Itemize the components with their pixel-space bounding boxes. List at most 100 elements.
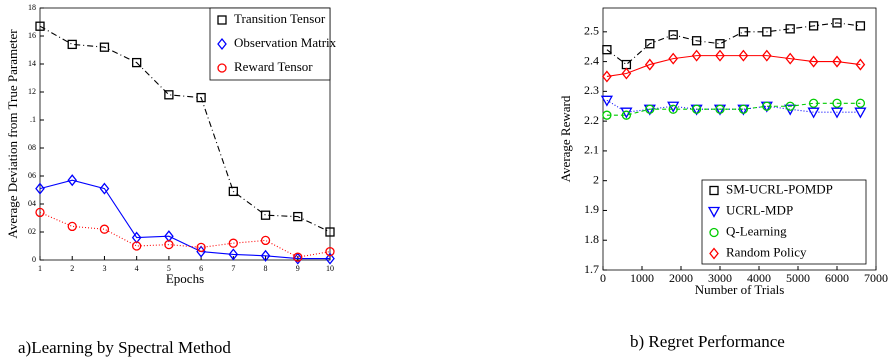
data-point bbox=[668, 30, 678, 40]
data-point bbox=[260, 249, 271, 262]
data-point bbox=[832, 55, 842, 68]
legend-marker bbox=[217, 15, 227, 25]
x-tick-label: 3 bbox=[102, 264, 106, 273]
data-point bbox=[35, 207, 45, 218]
x-tick-label: 10 bbox=[326, 264, 334, 273]
x-tick-label: 6000 bbox=[825, 271, 849, 285]
y-tick-label: 2.2 bbox=[584, 113, 599, 127]
data-point bbox=[855, 98, 866, 108]
data-point bbox=[808, 98, 819, 108]
legend-label: UCRL-MDP bbox=[726, 202, 793, 217]
data-point bbox=[260, 210, 271, 220]
data-point bbox=[668, 104, 678, 114]
data-point bbox=[292, 252, 303, 265]
legend-box bbox=[209, 7, 331, 81]
data-point bbox=[808, 21, 819, 31]
plot-frame bbox=[602, 7, 877, 271]
data-point bbox=[761, 49, 772, 62]
legend-label: Reward Tensor bbox=[234, 59, 313, 74]
data-point bbox=[738, 49, 749, 62]
data-point bbox=[228, 248, 239, 261]
data-point bbox=[645, 104, 655, 114]
data-point bbox=[668, 52, 679, 65]
data-point bbox=[691, 49, 702, 62]
y-tick-label: 2.4 bbox=[584, 53, 599, 67]
y-tick-label: 2.5 bbox=[584, 24, 599, 38]
data-point bbox=[99, 224, 110, 234]
y-tick-label: 06 bbox=[28, 171, 36, 180]
data-point bbox=[832, 18, 842, 28]
y-tick-label: .1 bbox=[30, 115, 36, 124]
data-point bbox=[620, 107, 633, 119]
data-point bbox=[715, 49, 725, 62]
data-point bbox=[621, 67, 632, 80]
data-point bbox=[67, 174, 78, 187]
data-point bbox=[325, 246, 335, 257]
data-point bbox=[293, 211, 303, 222]
x-tick-label: 9 bbox=[296, 264, 300, 273]
data-point bbox=[691, 36, 702, 46]
data-point bbox=[293, 252, 303, 262]
data-point bbox=[132, 57, 142, 68]
legend-marker bbox=[709, 185, 719, 196]
data-point bbox=[67, 39, 77, 50]
plot-frame bbox=[39, 7, 331, 261]
data-point bbox=[99, 42, 110, 52]
data-point bbox=[99, 182, 110, 195]
y-tick-label: 16 bbox=[28, 31, 36, 40]
x-tick-label: 7000 bbox=[864, 271, 888, 285]
x-tick-label: 0 bbox=[600, 271, 606, 285]
x-tick-label: 3000 bbox=[708, 271, 732, 285]
data-point bbox=[785, 101, 795, 111]
legend-marker bbox=[709, 247, 719, 260]
x-tick-label: 6 bbox=[199, 264, 203, 273]
y-tick-label: 04 bbox=[28, 199, 36, 208]
data-point bbox=[830, 107, 844, 119]
y-tick-label: 1.7 bbox=[584, 262, 599, 276]
data-point bbox=[715, 39, 725, 49]
series-line bbox=[39, 179, 330, 260]
data-point bbox=[260, 235, 271, 246]
legend-label: Q-Learning bbox=[726, 223, 787, 238]
series-line bbox=[606, 55, 861, 78]
legend-label: Observation Matrix bbox=[234, 35, 337, 50]
y-tick-label: 1.8 bbox=[584, 232, 599, 246]
data-point bbox=[808, 55, 819, 68]
x-tick-label: 2000 bbox=[669, 271, 693, 285]
data-point bbox=[602, 110, 612, 120]
x-tick-label: 1000 bbox=[630, 271, 654, 285]
data-point bbox=[602, 45, 612, 55]
y-tick-label: 2.3 bbox=[584, 83, 599, 97]
data-point bbox=[854, 107, 867, 119]
data-point bbox=[600, 95, 614, 107]
x-axis-label: Epochs bbox=[166, 271, 204, 286]
data-point bbox=[325, 227, 335, 237]
data-point bbox=[228, 238, 238, 248]
data-point bbox=[621, 110, 632, 120]
x-tick-label: 5 bbox=[167, 264, 171, 273]
data-point bbox=[196, 242, 206, 253]
x-tick-label: 1 bbox=[38, 264, 42, 273]
y-tick-label: 18 bbox=[28, 3, 36, 12]
data-point bbox=[164, 239, 174, 250]
data-point bbox=[762, 27, 772, 37]
data-point bbox=[855, 58, 866, 71]
x-tick-label: 2 bbox=[70, 264, 74, 273]
data-point bbox=[855, 21, 866, 31]
x-tick-label: 5000 bbox=[786, 271, 810, 285]
y-tick-label: 2.1 bbox=[584, 143, 599, 157]
y-tick-label: 02 bbox=[28, 227, 36, 236]
x-axis-label: Number of Trials bbox=[695, 282, 785, 297]
legend-marker bbox=[709, 227, 719, 238]
data-point bbox=[738, 104, 749, 114]
data-point bbox=[35, 21, 45, 31]
y-tick-label: 12 bbox=[28, 87, 36, 96]
data-point bbox=[164, 90, 174, 100]
data-point bbox=[785, 52, 796, 65]
data-point bbox=[715, 104, 725, 114]
data-point bbox=[644, 58, 655, 71]
legend-marker bbox=[217, 37, 227, 51]
data-point bbox=[807, 107, 820, 119]
data-point bbox=[132, 241, 142, 251]
